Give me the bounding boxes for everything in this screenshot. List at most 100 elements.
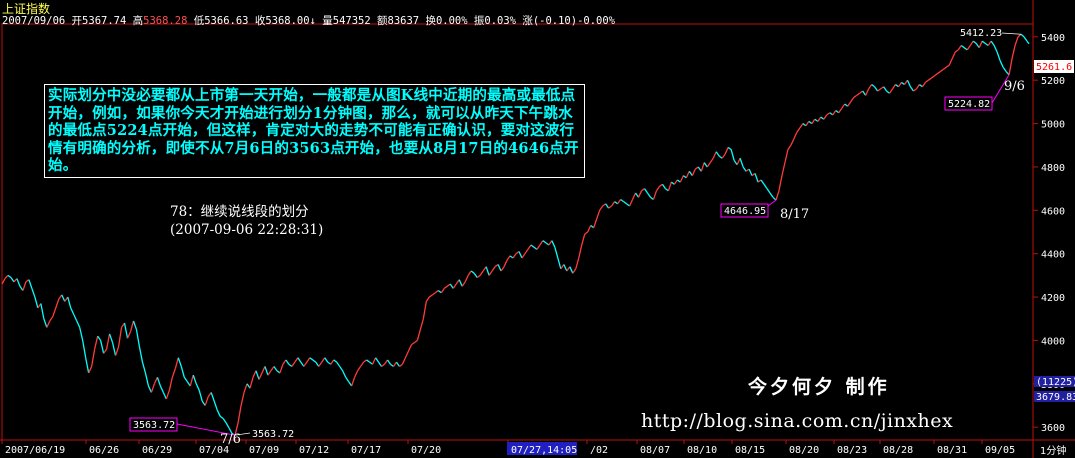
price-segment xyxy=(186,381,191,387)
price-segment xyxy=(724,147,729,155)
price-segment xyxy=(990,40,995,46)
price-segment xyxy=(727,146,732,151)
price-segment xyxy=(458,279,463,287)
price-segment xyxy=(948,58,953,66)
turnover-label: 换 xyxy=(425,15,436,27)
high-top-label: 5412.23 xyxy=(960,28,1002,39)
price-segment xyxy=(605,203,610,209)
price-segment xyxy=(19,285,24,291)
price-segment xyxy=(401,357,407,365)
price-segment xyxy=(192,374,197,385)
price-segment xyxy=(473,272,478,278)
value-readout-box xyxy=(1034,391,1075,402)
price-segment xyxy=(210,392,215,402)
price-segment xyxy=(117,327,123,348)
price-segment xyxy=(518,251,523,259)
note-heading: 78：继续说线段的划分 (2007-09-06 22:28:31) xyxy=(170,203,323,239)
price-segment xyxy=(105,333,111,350)
price-segment xyxy=(655,186,660,192)
price-segment xyxy=(530,244,535,248)
price-segment xyxy=(793,131,798,140)
price-segment xyxy=(147,385,153,393)
price-segment xyxy=(452,283,457,289)
x-tick-label: 07/09 xyxy=(249,445,279,456)
low-9-6-label: 5224.82 xyxy=(948,99,990,110)
price-segment xyxy=(954,49,959,53)
price-segment xyxy=(643,188,649,194)
price-segment xyxy=(228,427,233,434)
price-segment xyxy=(524,248,529,255)
price-segment xyxy=(883,86,888,92)
price-segment xyxy=(312,359,317,363)
x-tick-label: 08/31 xyxy=(937,445,967,456)
price-series xyxy=(1,33,1030,436)
price-segment xyxy=(730,149,735,161)
price-segment xyxy=(584,231,589,235)
price-segment xyxy=(351,377,356,387)
price-segment xyxy=(972,40,977,44)
price-segment xyxy=(222,418,227,424)
price-segment xyxy=(915,84,920,90)
price-segment xyxy=(897,82,903,88)
y-tick-label: 4400 xyxy=(1041,250,1065,261)
price-segment xyxy=(503,259,508,267)
volume-value: 547352 xyxy=(332,15,371,27)
price-segment xyxy=(249,377,254,389)
price-segment xyxy=(978,40,983,48)
price-segment xyxy=(617,199,622,205)
price-segment xyxy=(787,144,792,150)
price-segment xyxy=(234,422,239,436)
price-segment xyxy=(790,138,795,146)
price-segment xyxy=(536,244,541,250)
price-segment xyxy=(685,171,690,179)
volume-readout-box xyxy=(1034,376,1075,387)
price-segment xyxy=(422,301,427,319)
price-segment xyxy=(79,327,84,341)
date-8-17-label: 8/17 xyxy=(780,207,809,222)
price-segment xyxy=(180,366,185,378)
price-segment xyxy=(273,366,278,372)
amplitude-label: 振 xyxy=(473,15,485,27)
low-8-17-leader xyxy=(767,199,777,207)
price-segment xyxy=(183,376,188,382)
close-label: 收 xyxy=(254,15,266,27)
low-value: 5366.63 xyxy=(204,15,249,27)
price-segment xyxy=(862,90,867,96)
date-9-6-label: 9/6 xyxy=(1004,79,1025,94)
price-segment xyxy=(381,363,385,367)
price-segment xyxy=(557,257,562,270)
price-segment xyxy=(4,274,9,280)
close-value: 5368.00 xyxy=(265,15,310,27)
x-tick-label: 08/20 xyxy=(789,445,819,456)
price-segment xyxy=(461,281,466,287)
price-segment xyxy=(1,278,6,285)
price-segment xyxy=(691,168,696,176)
price-segment xyxy=(823,114,828,120)
price-segment xyxy=(411,342,415,346)
x-tick-label: 07/20 xyxy=(411,445,441,456)
price-segment xyxy=(129,320,135,332)
price-segment xyxy=(623,201,627,205)
price-segment xyxy=(366,359,370,363)
note-title-line: 78：继续说线段的划分 xyxy=(170,204,309,220)
price-segment xyxy=(467,270,472,276)
high-value: 5368.28 xyxy=(143,15,188,27)
price-segment xyxy=(282,359,287,365)
open-value: 5367.74 xyxy=(82,15,127,27)
price-segment xyxy=(414,339,418,344)
price-segment xyxy=(315,361,320,367)
price-segment xyxy=(425,296,430,302)
price-segment xyxy=(760,179,765,185)
price-segment xyxy=(207,392,212,398)
price-segment xyxy=(354,370,359,378)
price-segment xyxy=(736,158,741,166)
price-segment xyxy=(383,359,389,365)
price-segment xyxy=(688,170,693,176)
price-segment xyxy=(135,329,141,348)
price-segment xyxy=(611,201,616,207)
price-segment xyxy=(703,162,708,168)
price-segment xyxy=(58,294,63,300)
price-segment xyxy=(909,86,914,92)
low-7-6-value: 3563.72 xyxy=(252,429,294,440)
price-segment xyxy=(342,370,347,378)
